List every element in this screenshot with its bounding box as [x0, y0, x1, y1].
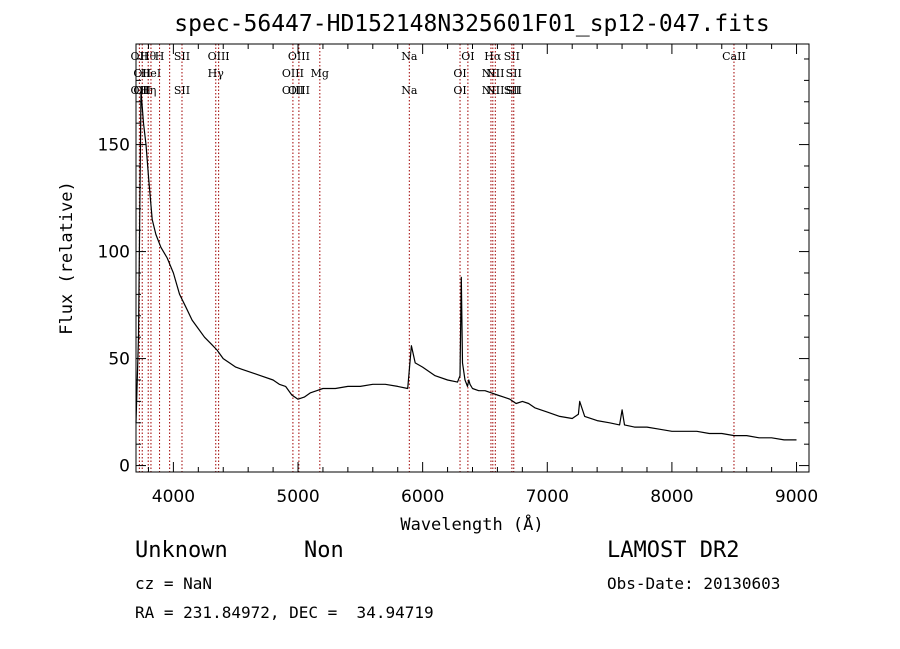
x-axis-label: Wavelength (Å): [400, 513, 543, 535]
line-marker-label: Hη: [140, 84, 156, 97]
spectrum-series: [135, 90, 797, 441]
y-tick-label: 0: [119, 457, 130, 477]
line-marker-label: OII: [133, 84, 151, 97]
x-tick-label: 7000: [526, 487, 569, 507]
line-marker-label: H: [155, 50, 165, 63]
line-marker-label: Mg: [311, 67, 329, 80]
y-tick-label: 50: [108, 350, 130, 370]
spectral-class: Unknown: [135, 538, 228, 563]
line-marker-label: CaII: [722, 50, 746, 63]
y-axis: 0 50 100 150: [98, 58, 809, 477]
line-marker-label: Hα: [484, 50, 502, 63]
plot-frame: [135, 43, 810, 473]
line-marker-label: Hθ: [140, 50, 157, 63]
line-marker-label: Na: [401, 50, 418, 63]
line-marker-label: OII: [131, 84, 149, 97]
line-marker-label: Na: [401, 84, 418, 97]
x-tick-label: 5000: [276, 487, 319, 507]
coordinates-radec: RA = 231.84972, DEC = 34.94719: [135, 603, 434, 622]
line-marker-label: SII: [506, 67, 522, 80]
line-marker-label: OI: [453, 67, 466, 80]
line-marker-label: OI: [453, 84, 466, 97]
line-marker-label: OII: [133, 67, 151, 80]
survey-name: LAMOST DR2: [607, 538, 740, 563]
y-tick-label: 150: [98, 136, 130, 156]
line-marker-label: OIII: [282, 67, 304, 80]
line-marker-label: OIII: [288, 84, 310, 97]
y-axis-label: Flux (relative): [57, 181, 77, 335]
line-marker-label: NII: [486, 84, 504, 97]
line-marker-label: OII: [131, 50, 149, 63]
redshift-cz: cz = NaN: [135, 574, 213, 593]
line-marker-label: SII: [174, 84, 190, 97]
spectrum-line: [135, 90, 797, 441]
x-tick-label: 9000: [775, 487, 818, 507]
chart-title: spec-56447-HD152148N325601F01_sp12-047.f…: [174, 11, 769, 37]
line-marker-label: NII: [486, 67, 504, 80]
line-marker-label: SII: [506, 84, 522, 97]
x-tick-label: 6000: [401, 487, 444, 507]
x-tick-label: 4000: [152, 487, 195, 507]
observation-date: Obs-Date: 20130603: [607, 574, 781, 593]
line-marker-label: SII: [504, 50, 520, 63]
line-marker-label: OIII: [288, 50, 310, 63]
line-marker-label: HeI: [141, 67, 161, 80]
spectral-subclass: Non: [304, 538, 344, 563]
line-marker-label: SII: [504, 84, 520, 97]
line-marker-label: OIII: [208, 50, 230, 63]
line-marker-label: Hγ: [208, 67, 225, 80]
x-tick-label: 8000: [650, 487, 693, 507]
y-tick-label: 100: [98, 243, 130, 263]
x-axis: 4000 5000 6000 7000 8000 9000: [147, 44, 818, 507]
line-marker-label: SII: [174, 50, 190, 63]
line-marker-label: OI: [461, 50, 474, 63]
